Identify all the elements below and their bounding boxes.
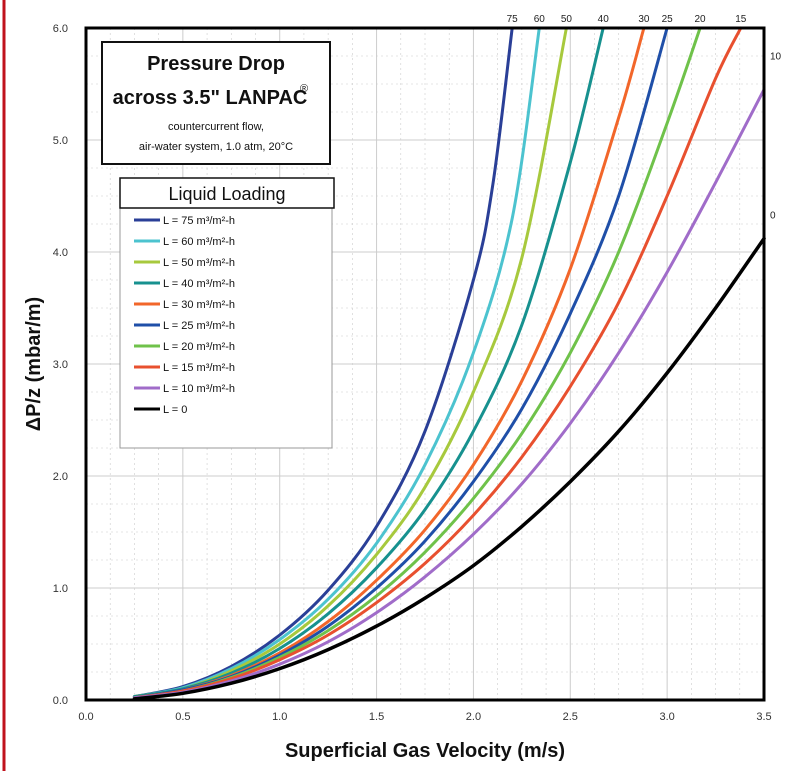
curve-end-label: 40 [598,14,610,25]
curve-end-label: 15 [735,14,747,25]
x-tick-label: 0.5 [175,711,190,723]
curve-end-label: 50 [561,14,573,25]
y-tick-label: 1.0 [53,583,68,595]
series-line-L0 [132,236,766,701]
curve-end-labels: 75 60 50 40 30 25 20 15 10 0 [507,14,782,221]
legend-items: L = 75 m³/m²-h L = 60 m³/m²-h L = 50 m³/m²… [134,215,235,416]
curve-end-label: 25 [662,14,674,25]
legend-entry: L = 75 m³/m²-h [163,215,235,227]
x-tick-label: 0.0 [78,711,93,723]
axis-ticks: 0.0 0.5 1.0 1.5 2.0 2.5 3.0 3.5 0.0 1.0 2.0 3.0 4.0 5… [53,23,772,723]
legend-entry: L = 0 [163,404,187,416]
series-curves [132,26,766,701]
legend: Liquid Loading L = 75 m³/m²-h L = 60 m³/m… [119,177,335,449]
series-line-L60 [132,26,541,699]
legend-entry: L = 20 m³/m²-h [163,341,235,353]
x-axis-title: Superficial Gas Velocity (m/s) [285,740,565,762]
x-tick-label: 3.0 [659,711,674,723]
y-tick-label: 6.0 [53,23,68,35]
series-line-L75 [132,26,514,699]
y-tick-label: 3.0 [53,359,68,371]
title-line-3: countercurrent flow, [168,121,264,133]
legend-entry: L = 10 m³/m²-h [163,383,235,395]
x-tick-label: 1.5 [369,711,384,723]
legend-title: Liquid Loading [168,184,285,204]
curve-end-label: 0 [770,210,776,221]
legend-entry: L = 25 m³/m²-h [163,320,235,332]
legend-entry: L = 40 m³/m²-h [163,278,235,290]
y-tick-label: 2.0 [53,471,68,483]
curve-end-label: 10 [770,51,782,62]
x-tick-label: 1.0 [272,711,287,723]
title-line-1: Pressure Drop [147,53,285,75]
y-axis-title: ΔP/z (mbar/m) [23,297,45,431]
series-line-L15 [132,26,743,700]
title-line-4: air-water system, 1.0 atm, 20°C [139,141,293,153]
y-tick-label: 0.0 [53,695,68,707]
series-line-L50 [132,26,568,699]
x-tick-label: 2.5 [563,711,578,723]
series-line-L40 [132,26,605,699]
plot-frame [84,26,766,702]
curve-end-label: 75 [507,14,519,25]
legend-entry: L = 60 m³/m²-h [163,236,235,248]
y-tick-label: 5.0 [53,135,68,147]
x-tick-label: 3.5 [756,711,771,723]
curve-end-label: 60 [534,14,546,25]
legend-entry: L = 15 m³/m²-h [163,362,235,374]
curve-end-label: 20 [695,14,707,25]
title-box: Pressure Drop across 3.5" LANPAC ® count… [101,41,331,165]
series-line-L10 [132,88,766,700]
legend-title-frame [119,177,335,209]
title-line-2: across 3.5" LANPAC [113,87,308,109]
registered-mark: ® [300,83,308,95]
title-box-frame [101,41,331,165]
x-tick-label: 2.0 [466,711,481,723]
legend-entry: L = 50 m³/m²-h [163,257,235,269]
y-tick-label: 4.0 [53,247,68,259]
legend-entry: L = 30 m³/m²-h [163,299,235,311]
curve-end-label: 30 [638,14,650,25]
